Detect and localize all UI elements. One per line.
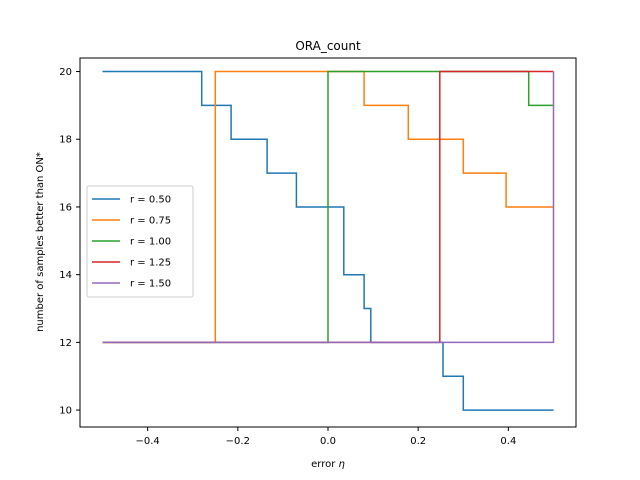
x-axis-label: error η (311, 459, 345, 470)
x-axis-ticks: −0.4 −0.2 0.0 0.2 0.4 (135, 427, 516, 447)
x-tick-label: −0.2 (226, 436, 250, 447)
y-tick-label: 14 (59, 270, 72, 281)
x-tick-label: 0.2 (410, 436, 426, 447)
series-line-1 (102, 70, 554, 411)
y-tick-label: 10 (59, 406, 72, 417)
legend-label-1: r = 0.50 (130, 195, 171, 206)
legend-label-5: r = 1.50 (130, 279, 171, 290)
series-line-5 (102, 71, 555, 344)
legend-label-2: r = 0.75 (130, 216, 171, 227)
y-tick-label: 16 (59, 202, 72, 213)
legend-label-3: r = 1.00 (130, 237, 171, 248)
y-axis-label: number of samples better than ON* (35, 152, 46, 332)
series-layer (102, 70, 555, 411)
y-tick-label: 12 (59, 338, 72, 349)
x-tick-label: −0.4 (135, 436, 159, 447)
legend-label-4: r = 1.25 (130, 258, 171, 269)
y-axis-ticks: 10 12 14 16 18 20 (59, 67, 80, 417)
y-tick-label: 18 (59, 135, 72, 146)
x-tick-label: 0.4 (500, 436, 516, 447)
y-tick-label: 20 (59, 67, 72, 78)
series-line-2 (102, 70, 554, 344)
x-tick-label: 0.0 (320, 436, 336, 447)
legend: r = 0.50 r = 0.75 r = 1.00 r = 1.25 r = 1.50 (86, 185, 194, 298)
legend-frame (86, 185, 194, 298)
x-axis-label-text: error (311, 459, 338, 470)
x-axis-label-symbol: η (339, 459, 345, 470)
chart-title: ORA_count (295, 39, 361, 53)
